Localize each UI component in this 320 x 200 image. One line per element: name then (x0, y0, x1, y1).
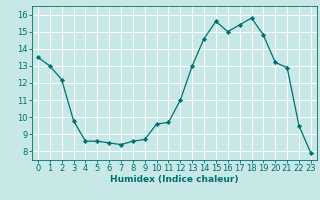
X-axis label: Humidex (Indice chaleur): Humidex (Indice chaleur) (110, 175, 239, 184)
